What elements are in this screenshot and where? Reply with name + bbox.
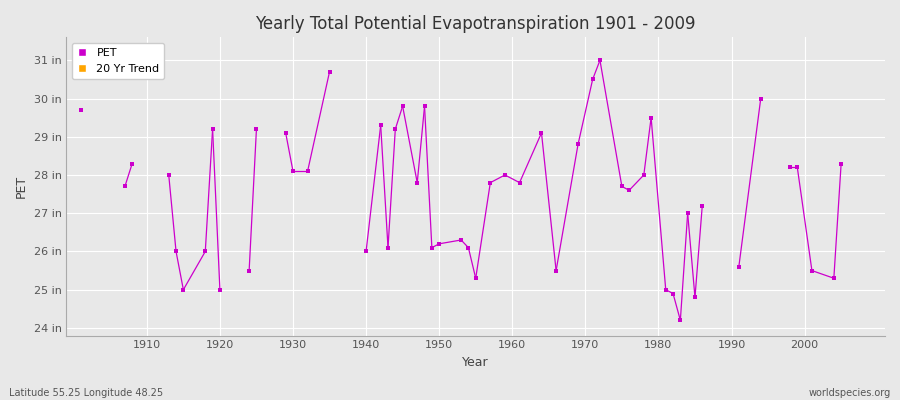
Point — [205, 126, 220, 132]
Text: Latitude 55.25 Longitude 48.25: Latitude 55.25 Longitude 48.25 — [9, 388, 163, 398]
Point — [395, 103, 410, 109]
Point — [593, 57, 608, 64]
Point — [322, 68, 337, 75]
Point — [615, 183, 629, 190]
Point — [512, 180, 526, 186]
Point — [74, 107, 88, 113]
Point — [483, 180, 498, 186]
Point — [535, 130, 549, 136]
Point — [418, 103, 432, 109]
Point — [826, 275, 841, 282]
Point — [695, 202, 709, 209]
Point — [169, 248, 184, 255]
Point — [636, 172, 651, 178]
Point — [388, 126, 402, 132]
Point — [410, 180, 425, 186]
Point — [688, 294, 702, 300]
Point — [454, 237, 468, 243]
Point — [359, 248, 374, 255]
Point — [783, 164, 797, 170]
Point — [176, 286, 191, 293]
Point — [571, 141, 585, 148]
Legend: PET, 20 Yr Trend: PET, 20 Yr Trend — [72, 43, 164, 79]
Point — [680, 210, 695, 216]
Point — [118, 183, 132, 190]
Point — [249, 126, 264, 132]
Point — [585, 76, 599, 82]
Point — [301, 168, 315, 174]
Point — [278, 130, 293, 136]
Point — [242, 267, 256, 274]
Point — [644, 114, 658, 121]
Point — [805, 267, 819, 274]
Point — [161, 172, 176, 178]
Title: Yearly Total Potential Evapotranspiration 1901 - 2009: Yearly Total Potential Evapotranspiratio… — [256, 15, 696, 33]
Point — [374, 122, 388, 128]
Point — [212, 286, 227, 293]
Point — [125, 160, 140, 167]
Point — [425, 244, 439, 251]
X-axis label: Year: Year — [463, 356, 489, 369]
Point — [469, 275, 483, 282]
Point — [461, 244, 475, 251]
Point — [666, 290, 680, 297]
Point — [753, 95, 768, 102]
Point — [498, 172, 512, 178]
Point — [381, 244, 395, 251]
Point — [732, 264, 746, 270]
Point — [673, 317, 688, 324]
Point — [198, 248, 212, 255]
Point — [432, 241, 446, 247]
Point — [286, 168, 301, 174]
Point — [790, 164, 805, 170]
Point — [549, 267, 563, 274]
Point — [622, 187, 636, 194]
Y-axis label: PET: PET — [15, 175, 28, 198]
Point — [659, 286, 673, 293]
Point — [834, 160, 849, 167]
Text: worldspecies.org: worldspecies.org — [809, 388, 891, 398]
